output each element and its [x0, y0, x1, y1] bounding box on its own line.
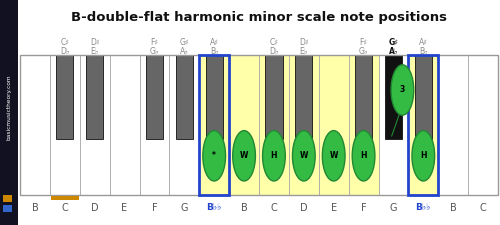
Text: E: E [330, 203, 337, 213]
Text: 3: 3 [400, 86, 405, 94]
Text: B-double-flat harmonic minor scale note positions: B-double-flat harmonic minor scale note … [71, 11, 447, 25]
Ellipse shape [391, 65, 414, 115]
Bar [259, 55, 289, 195]
Text: A♭: A♭ [180, 47, 189, 56]
Bar [199, 55, 229, 195]
Text: H: H [270, 151, 277, 160]
Text: W: W [240, 151, 248, 160]
Bar [51, 196, 79, 200]
Text: E♭: E♭ [300, 47, 308, 56]
Text: G♭: G♭ [359, 47, 368, 56]
Bar [348, 55, 378, 195]
Bar [206, 55, 223, 139]
Text: F: F [152, 203, 157, 213]
Text: B♭♭: B♭♭ [206, 203, 222, 212]
Text: W: W [330, 151, 338, 160]
Ellipse shape [232, 130, 256, 181]
Bar [229, 55, 259, 195]
Text: G♯: G♯ [180, 38, 189, 47]
Text: C: C [480, 203, 486, 213]
Text: G: G [390, 203, 397, 213]
Text: *: * [212, 151, 216, 160]
Bar [295, 55, 312, 139]
Bar [3, 205, 12, 212]
Text: G♯: G♯ [388, 38, 398, 47]
Bar [56, 55, 74, 139]
Ellipse shape [412, 130, 434, 181]
Bar [319, 55, 348, 195]
Bar [408, 55, 438, 195]
Text: D: D [91, 203, 98, 213]
Bar [289, 55, 319, 195]
Text: D♭: D♭ [60, 47, 70, 56]
Bar [414, 55, 432, 139]
Text: B: B [32, 203, 38, 213]
Ellipse shape [292, 130, 315, 181]
Text: F: F [361, 203, 366, 213]
Ellipse shape [322, 130, 345, 181]
Bar [468, 55, 498, 195]
Bar [140, 55, 170, 195]
Text: D♭: D♭ [269, 47, 278, 56]
Text: W: W [300, 151, 308, 160]
Text: H: H [420, 151, 426, 160]
Bar [385, 55, 402, 139]
Text: F♯: F♯ [360, 38, 368, 47]
Bar [378, 55, 408, 195]
Text: D♯: D♯ [299, 38, 308, 47]
Bar [86, 55, 104, 139]
Bar [20, 55, 498, 195]
Bar [146, 55, 163, 139]
Text: B: B [240, 203, 248, 213]
Bar [266, 55, 282, 139]
Bar [3, 195, 12, 202]
Text: D: D [300, 203, 308, 213]
Bar [50, 55, 80, 195]
Bar [80, 55, 110, 195]
Text: A♯: A♯ [210, 38, 218, 47]
Text: C: C [62, 203, 68, 213]
Text: G♭: G♭ [150, 47, 159, 56]
Bar [176, 55, 193, 139]
Text: G: G [180, 203, 188, 213]
Ellipse shape [203, 130, 226, 181]
Text: C♯: C♯ [60, 38, 70, 47]
Text: A♯: A♯ [419, 38, 428, 47]
Text: B♭: B♭ [210, 47, 218, 56]
Text: A♭: A♭ [388, 47, 398, 56]
Text: C: C [270, 203, 278, 213]
Text: basicmusictheory.com: basicmusictheory.com [6, 75, 12, 140]
Text: E♭: E♭ [90, 47, 99, 56]
Bar [438, 55, 468, 195]
Text: C♯: C♯ [270, 38, 278, 47]
Text: H: H [360, 151, 367, 160]
Text: B: B [450, 203, 456, 213]
Bar [0, 0, 18, 225]
Bar [20, 55, 50, 195]
Bar [355, 55, 372, 139]
Bar [170, 55, 199, 195]
Bar [110, 55, 140, 195]
Ellipse shape [262, 130, 285, 181]
Ellipse shape [352, 130, 375, 181]
Text: F♯: F♯ [150, 38, 158, 47]
Text: E: E [122, 203, 128, 213]
Text: D♯: D♯ [90, 38, 100, 47]
Text: B♭♭: B♭♭ [416, 203, 431, 212]
Text: B♭: B♭ [419, 47, 428, 56]
Bar [408, 55, 438, 195]
Bar [199, 55, 229, 195]
